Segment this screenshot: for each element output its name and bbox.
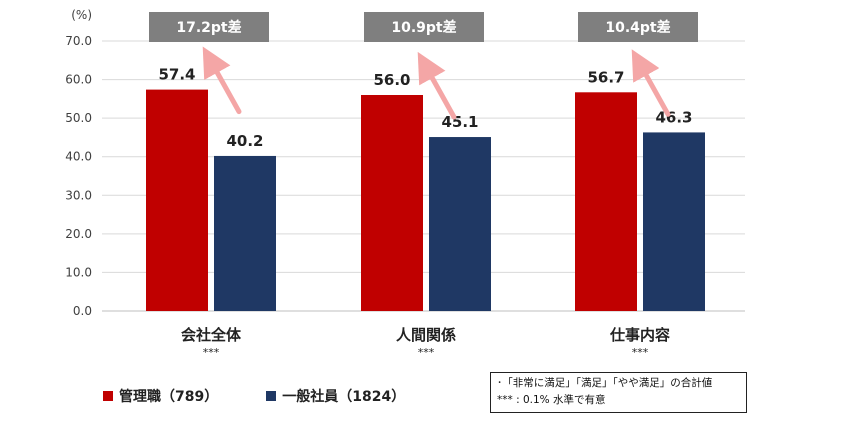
difference-label: 17.2pt差 <box>176 19 241 36</box>
y-tick-label: 20.0 <box>65 227 92 241</box>
category-label: 仕事内容 <box>609 326 670 344</box>
difference-arrow <box>417 51 457 120</box>
legend: 管理職（789） 一般社員（1824） <box>103 386 405 406</box>
legend-item-managers: 管理職（789） <box>103 386 218 406</box>
legend-label-employees: 一般社員（1824） <box>282 389 406 405</box>
difference-box <box>149 12 269 42</box>
y-tick-label: 40.0 <box>65 150 92 164</box>
legend-swatch-employees <box>266 391 277 401</box>
y-unit-label: (%) <box>71 8 92 22</box>
bar-managers <box>361 95 423 311</box>
difference-arrow <box>631 49 671 117</box>
footnote-box: ･「非常に満足」「満足」「やや満足」の合計値 *** : 0.1% 水準で有意 <box>490 372 747 413</box>
legend-label-managers: 管理職（789） <box>119 389 219 405</box>
difference-box <box>578 12 698 42</box>
difference-label: 10.9pt差 <box>391 19 456 36</box>
y-tick-label: 60.0 <box>65 73 92 87</box>
category-label: 会社全体 <box>181 326 242 344</box>
data-label-managers: 56.0 <box>373 71 410 89</box>
y-tick-label: 0.0 <box>73 304 92 318</box>
y-tick-label: 30.0 <box>65 188 92 202</box>
data-label-managers: 57.4 <box>158 66 195 84</box>
category-label: 人間関係 <box>396 326 456 344</box>
data-label-employees: 46.3 <box>655 108 692 126</box>
difference-label: 10.4pt差 <box>605 19 670 36</box>
bar-managers <box>146 89 208 311</box>
significance-mark: *** <box>203 346 220 359</box>
significance-mark: *** <box>632 346 649 359</box>
data-label-managers: 56.7 <box>587 68 624 86</box>
difference-arrow <box>202 46 242 115</box>
difference-box <box>364 12 484 42</box>
legend-item-employees: 一般社員（1824） <box>266 386 405 406</box>
bar-employees <box>643 132 705 311</box>
footnote-line-2: *** : 0.1% 水準で有意 <box>497 394 606 406</box>
legend-swatch-managers <box>103 391 113 401</box>
bar-managers <box>575 92 637 311</box>
bar-employees <box>214 155 276 311</box>
y-tick-label: 70.0 <box>65 34 92 48</box>
data-label-employees: 45.1 <box>441 113 478 131</box>
significance-mark: *** <box>418 346 435 359</box>
bar-employees <box>429 137 491 311</box>
footnote-line-1: ･「非常に満足」「満足」「やや満足」の合計値 <box>497 377 713 389</box>
data-label-employees: 40.2 <box>226 132 263 150</box>
y-tick-label: 10.0 <box>65 265 92 279</box>
y-tick-label: 50.0 <box>65 111 92 125</box>
